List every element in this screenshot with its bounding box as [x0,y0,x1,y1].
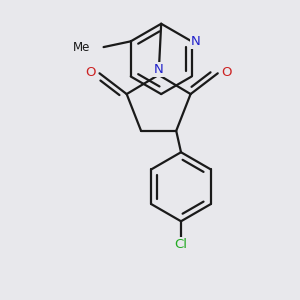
Text: O: O [85,65,96,79]
Text: O: O [221,65,232,79]
Text: Cl: Cl [175,238,188,251]
Text: N: N [154,63,164,76]
Text: N: N [190,35,200,48]
Text: Me: Me [73,40,90,54]
